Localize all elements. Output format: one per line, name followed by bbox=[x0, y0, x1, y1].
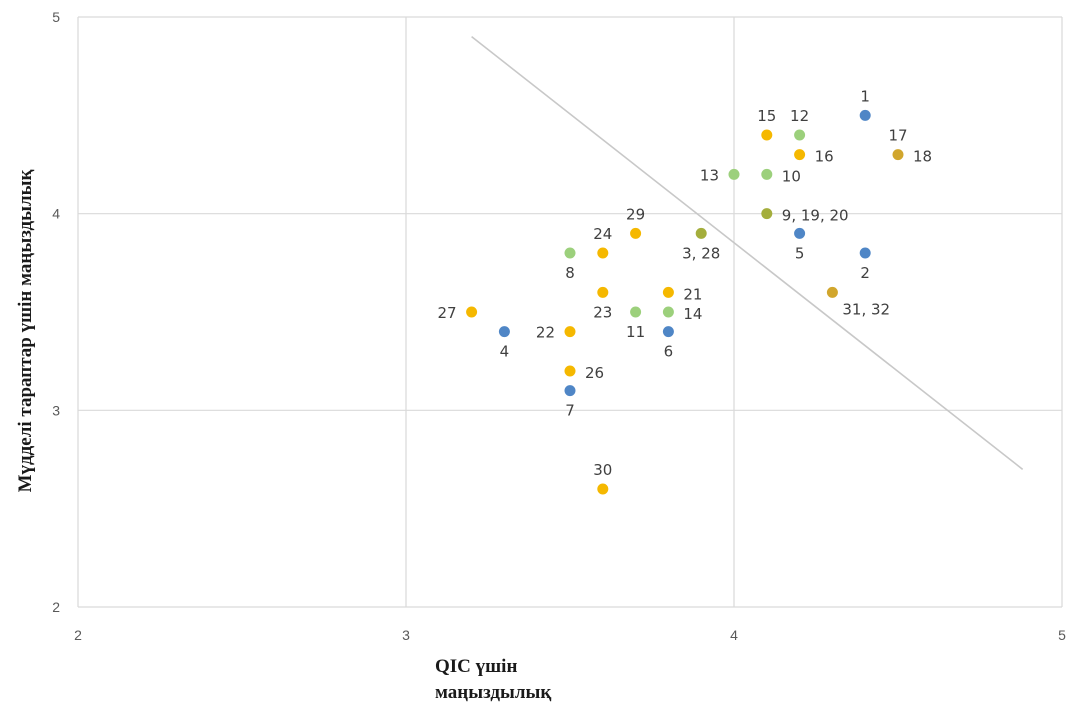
data-point bbox=[794, 129, 806, 141]
data-point bbox=[597, 286, 609, 298]
data-point bbox=[695, 227, 707, 239]
data-point bbox=[564, 365, 576, 377]
data-point bbox=[597, 247, 609, 259]
data-point bbox=[564, 247, 576, 259]
x-axis-title-line-2: маңыздылық bbox=[435, 682, 551, 703]
x-tick-label: 5 bbox=[1058, 627, 1066, 643]
data-points bbox=[466, 109, 904, 495]
data-point bbox=[662, 286, 674, 298]
point-label: 6 bbox=[664, 343, 674, 361]
point-label: 7 bbox=[565, 402, 575, 420]
point-label: 18 bbox=[913, 148, 932, 166]
data-point bbox=[761, 129, 773, 141]
point-label: 15 bbox=[757, 107, 776, 125]
point-label: 24 bbox=[593, 225, 612, 243]
data-point bbox=[859, 109, 871, 121]
point-label: 31, 32 bbox=[842, 300, 890, 318]
y-tick-label: 2 bbox=[52, 599, 60, 615]
point-label: 14 bbox=[683, 305, 702, 323]
point-label: 5 bbox=[795, 244, 805, 262]
point-label: 3, 28 bbox=[682, 244, 720, 262]
data-point bbox=[761, 208, 773, 220]
data-point bbox=[826, 286, 838, 298]
data-point bbox=[728, 168, 740, 180]
y-tick-label: 3 bbox=[52, 402, 60, 418]
point-label: 8 bbox=[565, 264, 575, 282]
point-label: 27 bbox=[438, 304, 457, 322]
point-label: 10 bbox=[782, 167, 801, 185]
axis-titles: QIC үшін маңыздылық Мүдделі тараптар үші… bbox=[15, 170, 551, 703]
y-axis-title: Мүдделі тараптар үшін маңыздылық bbox=[15, 170, 36, 493]
gridlines bbox=[77, 16, 1063, 608]
data-point bbox=[761, 168, 773, 180]
y-tick-label: 4 bbox=[52, 206, 60, 222]
trend-line-group bbox=[471, 36, 1024, 470]
data-point bbox=[466, 306, 478, 318]
data-point bbox=[892, 149, 904, 161]
y-tick-label: 5 bbox=[52, 9, 60, 25]
point-label: 29 bbox=[626, 205, 645, 223]
point-label: 22 bbox=[536, 324, 555, 342]
point-label: 23 bbox=[593, 303, 612, 321]
data-point bbox=[662, 326, 674, 338]
point-label: 17 bbox=[888, 127, 907, 145]
data-point bbox=[498, 326, 510, 338]
data-point bbox=[630, 306, 642, 318]
data-point bbox=[630, 227, 642, 239]
point-label: 30 bbox=[593, 461, 612, 479]
point-label: 16 bbox=[815, 148, 834, 166]
point-label: 4 bbox=[500, 343, 510, 361]
x-tick-label: 4 bbox=[730, 627, 738, 643]
x-axis-title-line-1: QIC үшін bbox=[435, 656, 517, 677]
data-point bbox=[564, 385, 576, 397]
point-label: 26 bbox=[585, 364, 604, 382]
point-label: 1 bbox=[860, 87, 870, 105]
point-label: 11 bbox=[626, 323, 645, 341]
trend-line bbox=[471, 36, 1024, 470]
point-label: 21 bbox=[683, 285, 702, 303]
data-point bbox=[794, 149, 806, 161]
point-label: 13 bbox=[700, 166, 719, 184]
point-label: 9, 19, 20 bbox=[782, 207, 849, 225]
data-point bbox=[859, 247, 871, 259]
data-point bbox=[564, 326, 576, 338]
data-point bbox=[794, 227, 806, 239]
x-tick-label: 3 bbox=[402, 627, 410, 643]
point-label: 2 bbox=[860, 264, 870, 282]
data-point bbox=[597, 483, 609, 495]
point-label: 12 bbox=[790, 107, 809, 125]
x-tick-label: 2 bbox=[74, 627, 82, 643]
data-point bbox=[662, 306, 674, 318]
